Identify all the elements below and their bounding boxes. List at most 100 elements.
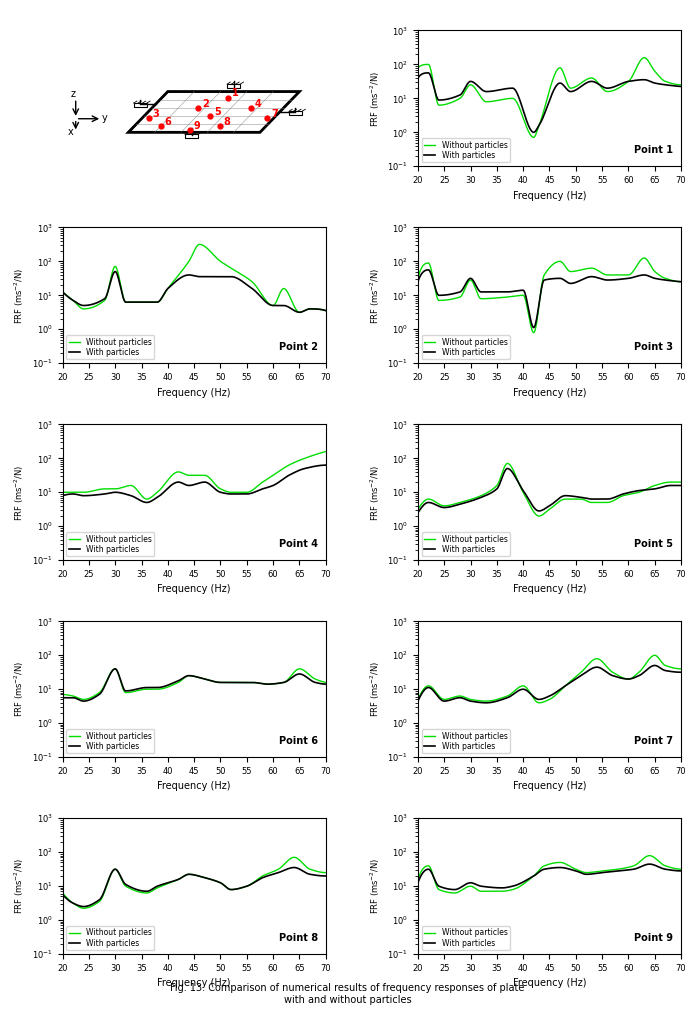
Without particles (677, 276, 685, 288)
Without particles (640, 52, 648, 64)
Without particles (414, 62, 422, 74)
Without particles (671, 275, 680, 287)
Without particles (557, 62, 565, 74)
Without particles (571, 265, 579, 277)
Without particles (322, 676, 330, 688)
Without particles (184, 469, 193, 481)
Line: With particles: With particles (418, 469, 681, 513)
With particles (557, 491, 565, 503)
With particles (671, 479, 680, 491)
Without particles (316, 866, 325, 878)
Without particles (541, 100, 549, 113)
With particles (424, 264, 432, 276)
With particles (630, 485, 638, 497)
Legend: Without particles, With particles: Without particles, With particles (66, 532, 154, 556)
With particles (482, 696, 491, 708)
With particles (58, 888, 67, 900)
Text: 8: 8 (224, 117, 231, 127)
Without particles (202, 469, 210, 481)
With particles (541, 692, 549, 704)
With particles (186, 269, 194, 281)
Without particles (186, 670, 194, 682)
With particles (677, 479, 685, 491)
With particles (540, 274, 548, 286)
Line: Without particles: Without particles (418, 464, 681, 516)
With particles (571, 673, 579, 685)
Without particles (541, 695, 549, 707)
Without particles (571, 81, 579, 93)
X-axis label: Frequency (Hz): Frequency (Hz) (513, 388, 587, 398)
Without particles (142, 493, 151, 505)
Without particles (185, 255, 193, 267)
With particles (202, 271, 210, 283)
With particles (557, 862, 565, 874)
With particles (184, 269, 193, 281)
With particles (539, 692, 548, 704)
With particles (79, 695, 88, 707)
With particles (671, 275, 680, 287)
With particles (541, 105, 550, 117)
X-axis label: Frequency (Hz): Frequency (Hz) (513, 782, 587, 792)
With particles (111, 663, 120, 675)
With particles (539, 864, 548, 876)
Line: With particles: With particles (418, 73, 681, 132)
Without particles (316, 675, 325, 687)
Without particles (295, 307, 304, 319)
Without particles (322, 304, 330, 317)
Text: z: z (70, 89, 76, 99)
Legend: Without particles, With particles: Without particles, With particles (422, 926, 509, 950)
Without particles (535, 510, 543, 522)
Without particles (58, 887, 67, 899)
With particles (557, 683, 565, 695)
Line: With particles: With particles (63, 669, 326, 701)
Without particles (215, 482, 224, 494)
Text: Point 2: Point 2 (279, 342, 318, 352)
Without particles (202, 872, 210, 884)
With particles (295, 307, 304, 319)
With particles (186, 868, 194, 880)
Without particles (541, 506, 550, 519)
With particles (322, 678, 330, 690)
Polygon shape (129, 91, 300, 132)
Without particles (215, 676, 224, 688)
With particles (557, 77, 566, 89)
With particles (184, 670, 193, 682)
Without particles (630, 860, 638, 872)
Without particles (671, 476, 680, 488)
Legend: Without particles, With particles: Without particles, With particles (422, 532, 509, 556)
Without particles (571, 671, 579, 683)
With particles (651, 660, 659, 672)
Without particles (640, 252, 648, 264)
Without particles (215, 255, 224, 267)
Without particles (630, 264, 638, 276)
Text: Point 3: Point 3 (635, 342, 673, 352)
Without particles (677, 476, 685, 488)
Without particles (275, 863, 283, 875)
Without particles (557, 684, 565, 696)
Without particles (183, 257, 192, 269)
Without particles (184, 868, 193, 880)
Without particles (557, 857, 565, 869)
Without particles (677, 663, 685, 675)
With particles (414, 276, 422, 288)
Text: 3: 3 (153, 109, 159, 119)
Line: Without particles: Without particles (418, 656, 681, 702)
Text: 7: 7 (271, 109, 278, 119)
With particles (275, 476, 283, 488)
With particles (215, 876, 224, 888)
X-axis label: Frequency (Hz): Frequency (Hz) (513, 978, 587, 989)
Without particles (290, 852, 298, 864)
Y-axis label: FRF (ms$^{-2}$/N): FRF (ms$^{-2}$/N) (13, 267, 26, 324)
FancyBboxPatch shape (133, 104, 147, 108)
Without particles (184, 670, 193, 682)
With particles (111, 266, 120, 278)
Line: Without particles: Without particles (418, 258, 681, 333)
Text: x: x (68, 127, 74, 137)
With particles (503, 463, 512, 475)
Text: Point 6: Point 6 (279, 736, 318, 746)
Text: 4: 4 (254, 98, 261, 109)
Y-axis label: FRF (ms$^{-2}$/N): FRF (ms$^{-2}$/N) (368, 267, 382, 324)
Text: Point 9: Point 9 (635, 933, 673, 943)
Without particles (677, 863, 685, 875)
Legend: Without particles, With particles: Without particles, With particles (422, 729, 509, 753)
